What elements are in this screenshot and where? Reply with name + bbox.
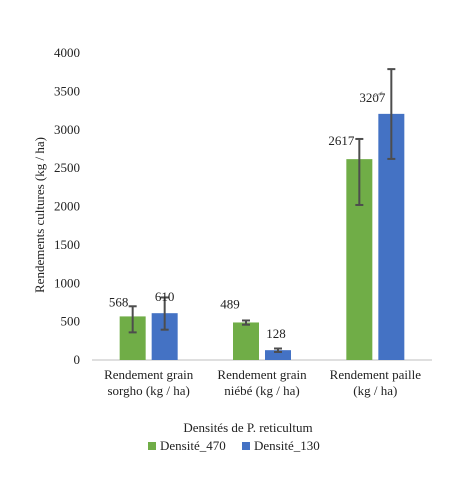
y-tick-label: 3500 xyxy=(54,83,80,98)
bar-densité_470-2 xyxy=(233,322,259,360)
error-bar xyxy=(355,137,364,206)
y-axis: 0 500 1000 1500 2000 2500 3000 3500 4000 xyxy=(54,45,80,367)
bar-densité_130-2 xyxy=(265,350,291,360)
x-category-label: Rendement grain sorgho (kg / ha) xyxy=(104,367,194,398)
y-tick-label: 1000 xyxy=(54,275,80,290)
data-label: 610 xyxy=(155,289,175,304)
y-tick-label: 4000 xyxy=(54,45,80,60)
x-category-label: Rendement paille (kg / ha) xyxy=(330,367,422,398)
legend: Densité_470 Densité_130 xyxy=(148,438,320,453)
legend-label: Densité_130 xyxy=(254,438,320,453)
y-tick-label: 500 xyxy=(61,314,81,329)
data-label: 2617 xyxy=(328,133,355,148)
x-axis-label: Densités de P. reticultum xyxy=(183,420,312,435)
y-axis-label: Rendements cultures (kg / ha) xyxy=(32,137,47,293)
label-leader-line xyxy=(372,91,383,99)
y-tick-label: 1500 xyxy=(54,237,80,252)
y-tick-label: 2000 xyxy=(54,199,80,214)
legend-swatch xyxy=(148,442,156,450)
legend-swatch xyxy=(242,442,250,450)
legend-label: Densité_470 xyxy=(160,438,226,453)
y-tick-label: 0 xyxy=(74,352,81,367)
data-label: 489 xyxy=(220,296,240,311)
data-label: 128 xyxy=(266,326,286,341)
legend-item-densité_470: Densité_470 xyxy=(148,438,226,453)
y-tick-label: 3000 xyxy=(54,122,80,137)
y-tick-label: 2500 xyxy=(54,160,80,175)
error-bar xyxy=(128,305,137,334)
error-bar xyxy=(242,319,250,326)
x-category-label: Rendement grain niébé (kg / ha) xyxy=(217,367,307,398)
error-bar xyxy=(274,347,282,353)
error-bar xyxy=(387,68,396,160)
data-label: 568 xyxy=(109,294,129,309)
legend-item-densité_130: Densité_130 xyxy=(242,438,320,453)
x-axis-categories: Rendement grain sorgho (kg / ha) Rendement… xyxy=(104,367,421,398)
error-bar xyxy=(160,296,169,331)
